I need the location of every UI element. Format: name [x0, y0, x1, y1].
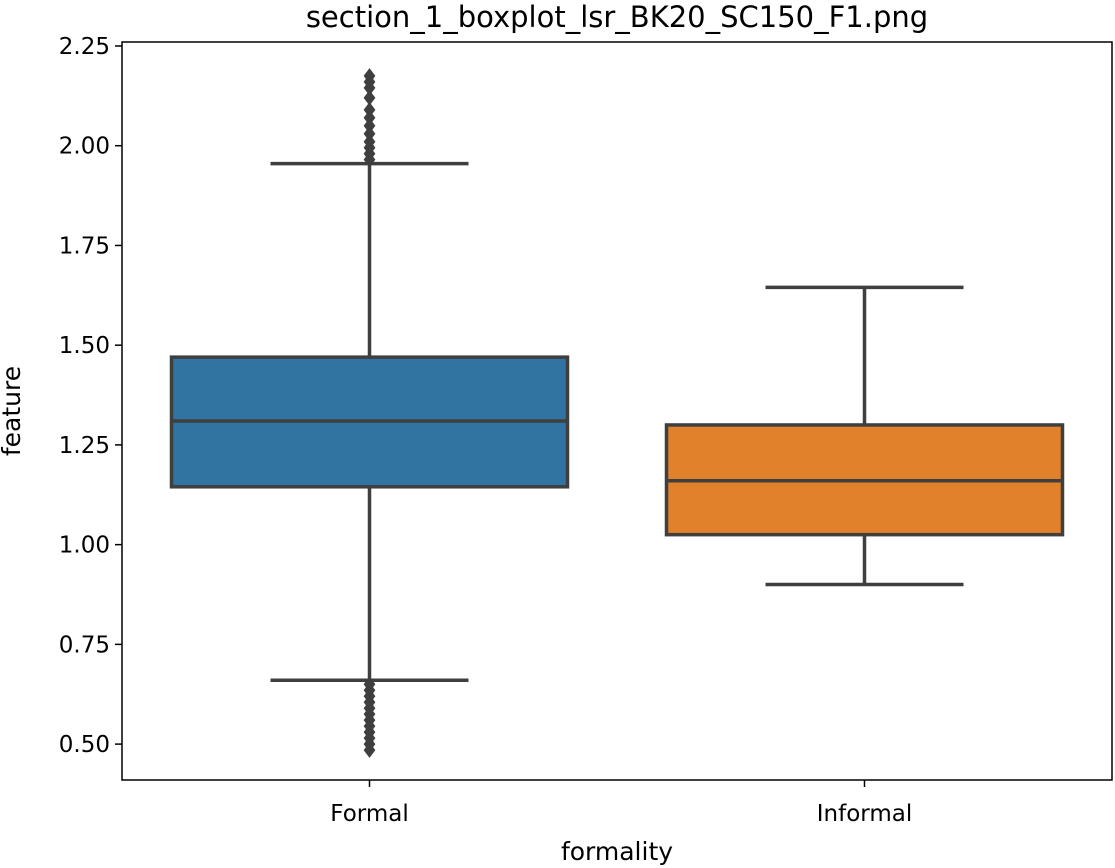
outlier-point — [363, 90, 376, 106]
y-tick-label: 0.75 — [59, 632, 110, 658]
outlier-point — [363, 68, 376, 84]
y-tick-label: 1.00 — [59, 533, 110, 559]
y-tick-label: 2.00 — [59, 134, 110, 160]
outlier-point — [363, 133, 376, 150]
x-axis-label: formality — [561, 837, 673, 866]
plot-frame — [121, 41, 1113, 781]
box-group-formal — [169, 68, 570, 758]
outlier-point — [363, 117, 376, 134]
y-axis-label: feature — [0, 366, 26, 456]
y-tick-label: 1.25 — [59, 433, 110, 459]
chart-title: section_1_boxplot_lsr_BK20_SC150_F1.png — [306, 0, 928, 34]
outlier-point — [363, 109, 376, 126]
y-tick-label: 0.50 — [59, 732, 110, 758]
outlier-point — [363, 125, 376, 142]
outlier-point — [363, 676, 376, 693]
box-group-informal — [664, 285, 1065, 587]
plot-area — [169, 68, 1065, 758]
x-tick-label: Formal — [330, 801, 408, 827]
axes: 0.50 0.75 1.00 1.25 1.50 1.75 2.00 2.25 Formal In… — [59, 34, 912, 827]
y-tick-label: 2.25 — [59, 34, 110, 60]
y-tick-label: 1.50 — [59, 333, 110, 359]
x-tick-label: Informal — [817, 801, 912, 827]
outlier-point — [363, 101, 376, 118]
y-tick-label: 1.75 — [59, 233, 110, 259]
